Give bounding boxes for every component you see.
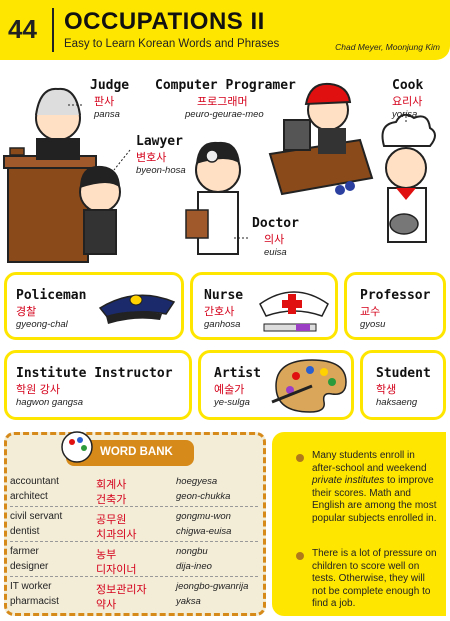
note-bullet [296,552,304,560]
occupations-illustration [3,82,436,263]
authors: Chad Meyer, Moonjung Kim [335,42,440,52]
word-bank-divider [10,576,258,577]
paint-palette-icon [271,359,347,413]
label-cook: Cook 요리사 yorisa [392,78,424,120]
box-institute-instructor [4,350,192,420]
note-test-pressure: There is a lot of pressure on children t… [312,548,437,609]
police-cap-icon [98,294,176,324]
label-policeman: Policeman 경찰 gyeong-chal [16,288,87,330]
word-bank-header: WORD BANK [61,431,194,466]
page-title: OCCUPATIONS II [64,8,265,35]
label-professor: Professor 교수 gyosu [360,288,431,330]
syringe-icon [263,323,317,332]
word-bank-divider [10,506,258,507]
cook-figure [385,147,427,189]
gavel-icon [9,147,25,156]
computer-icon [283,119,311,151]
label-nurse: Nurse 간호사 ganhosa [204,288,244,330]
pot-icon [389,213,419,235]
lesson-number: 44 [8,14,37,44]
header-banner [0,0,450,60]
word-bank-divider [10,541,258,542]
clipboard-icon [185,209,209,239]
note-private-institutes: Many students enroll in after-school and… [312,450,437,524]
label-programmer: Computer Programer 프로그래머 peuro-geurae-me… [155,78,296,120]
label-doctor: Doctor 의사 euisa [252,216,299,258]
culture-notes-panel [272,432,446,616]
label-artist: Artist 예술가 ye-sulga [214,366,261,408]
label-student: Student 학생 haksaeng [376,366,431,408]
box-student [360,350,446,420]
header-divider [52,8,54,52]
label-lawyer: Lawyer 변호사 byeon-hosa [136,134,186,176]
note-bullet [296,454,304,462]
box-professor [344,272,446,340]
paintbrush-icon [271,384,313,404]
page-subtitle: Easy to Learn Korean Words and Phrases [64,38,280,50]
judge-bench [7,161,89,263]
palette-badge-icon [61,431,93,463]
label-institute-instructor: Institute Instructor 학원 강사 hagwon gangsa [16,366,173,408]
nurse-cap-icon [259,291,329,332]
label-judge: Judge 판사 pansa [90,78,130,120]
chef-hat-icon [381,113,436,147]
